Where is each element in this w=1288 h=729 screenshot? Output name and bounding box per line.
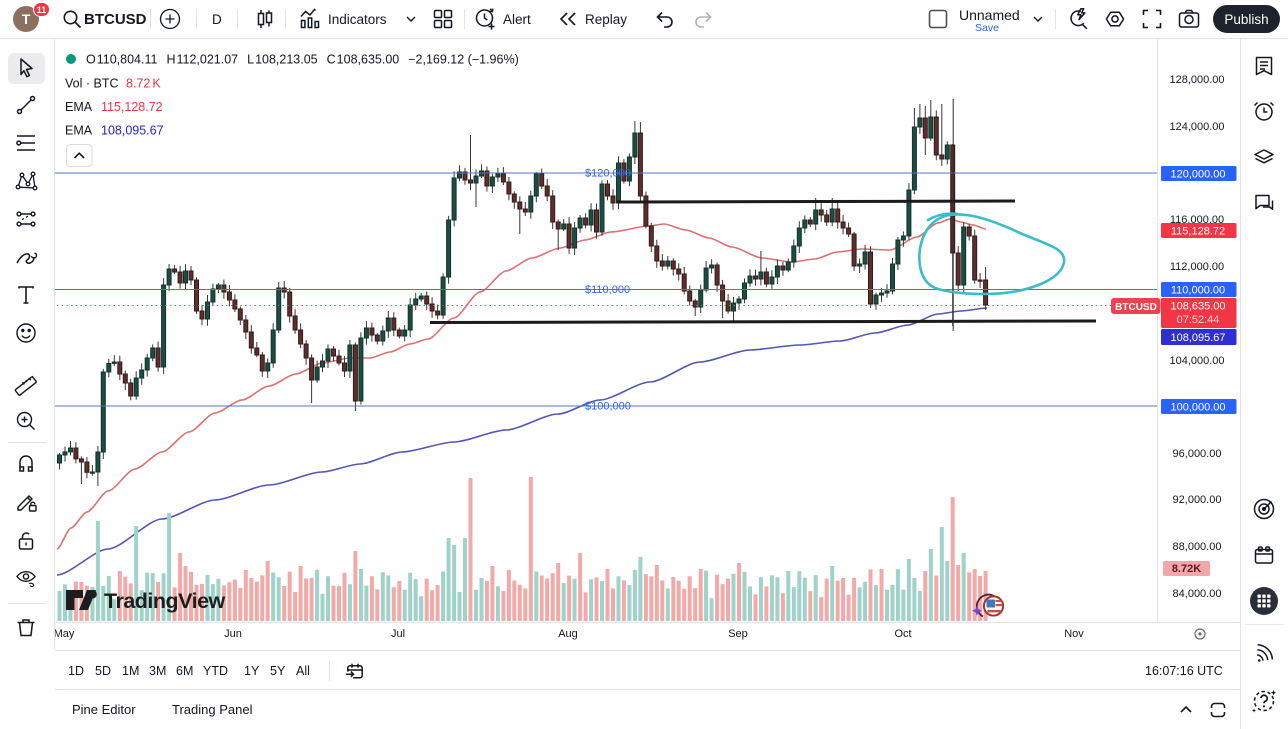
- svg-text:$100,000: $100,000: [585, 401, 631, 413]
- svg-text:108,635.00: 108,635.00: [1170, 301, 1225, 313]
- svg-text:$120,000: $120,000: [585, 168, 631, 180]
- svg-text:Aug: Aug: [558, 628, 578, 640]
- svg-text:Sep: Sep: [728, 628, 748, 640]
- svg-text:100,000.00: 100,000.00: [1170, 402, 1225, 414]
- svg-text:07:52:44: 07:52:44: [1177, 314, 1220, 326]
- svg-text:EMA: EMA: [65, 124, 93, 138]
- svg-text:TradingView: TradingView: [104, 589, 226, 613]
- svg-text:128,000.00: 128,000.00: [1169, 74, 1224, 86]
- svg-text:108,095.67: 108,095.67: [101, 124, 164, 138]
- svg-text:108,095.67: 108,095.67: [1170, 332, 1225, 344]
- svg-text:Oct: Oct: [894, 628, 911, 640]
- svg-text:92,000.00: 92,000.00: [1173, 494, 1222, 506]
- svg-text:124,000.00: 124,000.00: [1169, 121, 1224, 133]
- svg-text:110,000.00: 110,000.00: [1171, 285, 1225, 297]
- svg-text:8.72K: 8.72K: [1172, 563, 1201, 575]
- svg-text:104,000.00: 104,000.00: [1169, 355, 1224, 367]
- svg-text:May: May: [55, 628, 75, 640]
- svg-text:$110,000: $110,000: [585, 284, 630, 296]
- svg-text:115,128.72: 115,128.72: [101, 100, 163, 114]
- svg-text:84,000.00: 84,000.00: [1173, 588, 1222, 600]
- svg-text:BTCUSD: BTCUSD: [1115, 302, 1157, 313]
- svg-text:Jul: Jul: [391, 628, 405, 640]
- svg-text:115,128.72: 115,128.72: [1171, 226, 1225, 238]
- svg-text:Nov: Nov: [1064, 628, 1084, 640]
- svg-text:Jun: Jun: [224, 628, 242, 640]
- svg-text:96,000.00: 96,000.00: [1173, 448, 1222, 460]
- svg-text:112,000.00: 112,000.00: [1170, 261, 1224, 273]
- svg-text:Vol · BTC: Vol · BTC: [65, 77, 119, 91]
- svg-text:EMA: EMA: [65, 100, 93, 114]
- svg-text:88,000.00: 88,000.00: [1173, 541, 1222, 553]
- svg-text:120,000.00: 120,000.00: [1170, 169, 1225, 181]
- svg-text:8.72K: 8.72K: [126, 77, 161, 91]
